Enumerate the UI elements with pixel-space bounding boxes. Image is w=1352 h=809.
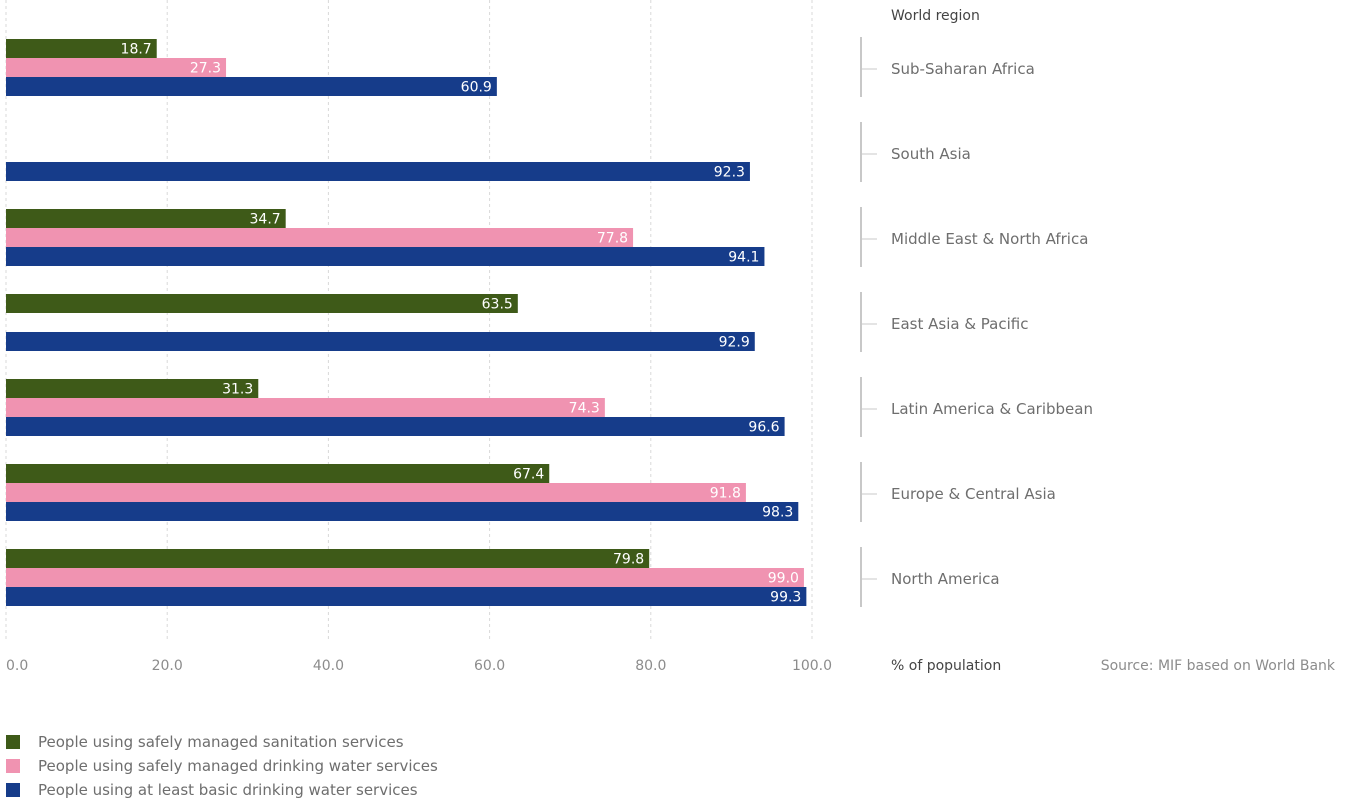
region-label-east-asia-and-pacific: East Asia & Pacific xyxy=(891,315,1028,333)
region-label-sub-saharan-africa: Sub-Saharan Africa xyxy=(891,60,1035,78)
bar-latin-america-and-caribbean-s0 xyxy=(6,379,259,398)
region-label-south-asia: South Asia xyxy=(891,145,971,163)
legend-swatch-sanitation xyxy=(6,735,20,749)
bar-east-asia-and-pacific-s0 xyxy=(6,294,518,313)
source-note: Source: MIF based on World Bank xyxy=(1101,658,1336,674)
gridlines xyxy=(5,0,813,640)
region-label-middle-east-and-north-africa: Middle East & North Africa xyxy=(891,230,1088,248)
bar-label-europe-and-central-asia-s1: 91.8 xyxy=(710,486,741,502)
bar-label-sub-saharan-africa-s2: 60.9 xyxy=(461,80,492,96)
bar-label-east-asia-and-pacific-s2: 92.9 xyxy=(719,335,750,351)
bar-label-east-asia-and-pacific-s0: 63.5 xyxy=(482,297,513,313)
x-tick-label-100: 100.0 xyxy=(792,658,832,674)
bars xyxy=(6,39,807,606)
bar-middle-east-and-north-africa-s1 xyxy=(6,228,634,247)
x-axis-ticks: 0.0 20.0 40.0 60.0 80.0 100.0 xyxy=(6,658,832,674)
region-label-north-america: North America xyxy=(891,570,1000,588)
x-tick-label-40: 40.0 xyxy=(313,658,344,674)
bar-labels: 18.7 27.3 60.9 92.3 34.7 77.8 94.1 63.5 92.9 31.3… xyxy=(121,42,802,606)
bar-middle-east-and-north-africa-s2 xyxy=(6,247,765,266)
bar-label-sub-saharan-africa-s1: 27.3 xyxy=(190,61,221,77)
bar-north-america-s2 xyxy=(6,587,807,606)
bar-europe-and-central-asia-s0 xyxy=(6,464,550,483)
legend-label-sanitation: People using safely managed sanitation s… xyxy=(38,733,404,751)
bar-label-north-america-s0: 79.8 xyxy=(613,552,644,568)
x-tick-label-60: 60.0 xyxy=(474,658,505,674)
region-label-europe-and-central-asia: Europe & Central Asia xyxy=(891,485,1056,503)
x-tick-label-20: 20.0 xyxy=(152,658,183,674)
bar-sub-saharan-africa-s2 xyxy=(6,77,497,96)
bar-sub-saharan-africa-s1 xyxy=(6,58,227,77)
legend: People using safely managed sanitation s… xyxy=(6,730,438,802)
x-tick-label-80: 80.0 xyxy=(635,658,666,674)
bar-label-europe-and-central-asia-s0: 67.4 xyxy=(513,467,544,483)
legend-item-sanitation: People using safely managed sanitation s… xyxy=(6,730,438,754)
bar-north-america-s1 xyxy=(6,568,804,587)
bar-south-asia-s2 xyxy=(6,162,750,181)
bar-middle-east-and-north-africa-s0 xyxy=(6,209,286,228)
bar-label-middle-east-and-north-africa-s1: 77.8 xyxy=(597,231,628,247)
bar-sub-saharan-africa-s0 xyxy=(6,39,157,58)
bar-latin-america-and-caribbean-s1 xyxy=(6,398,605,417)
bar-label-middle-east-and-north-africa-s2: 94.1 xyxy=(728,250,759,266)
bar-label-europe-and-central-asia-s2: 98.3 xyxy=(762,505,793,521)
bar-label-south-asia-s2: 92.3 xyxy=(714,165,745,181)
bar-europe-and-central-asia-s2 xyxy=(6,502,799,521)
legend-label-safe-water: People using safely managed drinking wat… xyxy=(38,757,438,775)
bar-north-america-s0 xyxy=(6,549,650,568)
chart: 18.7 27.3 60.9 92.3 34.7 77.8 94.1 63.5 92.9 31.3… xyxy=(5,0,1336,674)
bar-label-north-america-s2: 99.3 xyxy=(770,590,801,606)
bar-label-middle-east-and-north-africa-s0: 34.7 xyxy=(250,212,281,228)
bar-label-north-america-s1: 99.0 xyxy=(768,571,799,587)
legend-item-safe-water: People using safely managed drinking wat… xyxy=(6,754,438,778)
region-axis-title: World region xyxy=(891,8,980,24)
region-axis: Sub-Saharan Africa South Asia Middle East … xyxy=(860,37,1093,607)
bar-label-latin-america-and-caribbean-s0: 31.3 xyxy=(222,382,253,398)
bar-europe-and-central-asia-s1 xyxy=(6,483,746,502)
legend-swatch-safe-water xyxy=(6,759,20,773)
bar-label-sub-saharan-africa-s0: 18.7 xyxy=(121,42,152,58)
legend-item-basic-water: People using at least basic drinking wat… xyxy=(6,778,438,802)
bar-label-latin-america-and-caribbean-s1: 74.3 xyxy=(569,401,600,417)
bar-latin-america-and-caribbean-s2 xyxy=(6,417,785,436)
legend-label-basic-water: People using at least basic drinking wat… xyxy=(38,781,418,799)
region-label-latin-america-and-caribbean: Latin America & Caribbean xyxy=(891,400,1093,418)
legend-swatch-basic-water xyxy=(6,783,20,797)
bar-east-asia-and-pacific-s2 xyxy=(6,332,755,351)
x-axis-title: % of population xyxy=(891,658,1001,674)
x-tick-label-0: 0.0 xyxy=(6,658,28,674)
bar-label-latin-america-and-caribbean-s2: 96.6 xyxy=(748,420,779,436)
